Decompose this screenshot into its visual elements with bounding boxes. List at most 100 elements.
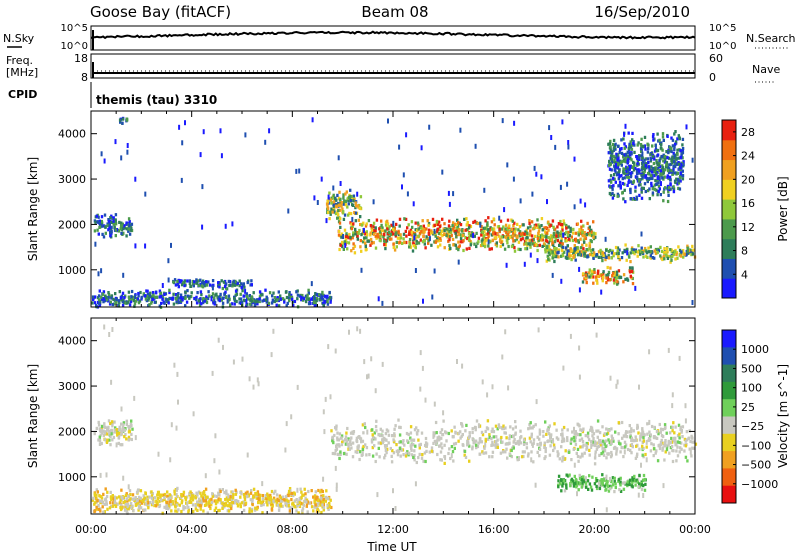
echo-cell bbox=[120, 422, 123, 426]
echo-cell bbox=[450, 445, 454, 449]
echo-cell bbox=[493, 223, 496, 227]
echo-cell bbox=[641, 444, 644, 448]
echo-cell bbox=[525, 228, 528, 232]
echo-cell bbox=[290, 506, 294, 510]
echo-cell bbox=[304, 496, 307, 500]
echo-cell bbox=[610, 434, 613, 438]
echo-cell bbox=[372, 225, 375, 229]
echo-cell bbox=[118, 118, 122, 122]
echo-cell bbox=[594, 450, 597, 454]
echo-cell bbox=[673, 171, 677, 175]
echo-cell bbox=[178, 296, 181, 300]
echo-cell bbox=[287, 501, 290, 505]
echo-cell bbox=[640, 462, 642, 468]
echo-cell bbox=[647, 246, 650, 250]
echo-cell bbox=[481, 450, 484, 454]
echo-cell bbox=[561, 437, 564, 441]
echo-cell bbox=[412, 244, 415, 248]
echo-cell bbox=[480, 440, 483, 444]
echo-cell bbox=[664, 158, 667, 162]
echo-cell bbox=[103, 510, 106, 514]
echo-cell bbox=[649, 159, 652, 163]
echo-cell bbox=[301, 293, 304, 298]
echo-cell bbox=[151, 296, 154, 300]
echo-cell bbox=[190, 291, 193, 295]
echo-cell bbox=[200, 494, 203, 498]
echo-cell bbox=[643, 144, 647, 148]
echo-cell bbox=[624, 123, 627, 129]
echo-cell bbox=[506, 227, 509, 231]
echo-cell bbox=[200, 499, 203, 503]
echo-cell bbox=[560, 234, 563, 238]
echo-cell bbox=[352, 231, 355, 235]
echo-cell bbox=[448, 447, 451, 451]
echo-cell bbox=[98, 289, 101, 293]
echo-cell bbox=[601, 259, 604, 263]
echo-cell bbox=[587, 487, 590, 491]
echo-cell bbox=[127, 295, 131, 299]
echo-cell bbox=[309, 501, 313, 505]
echo-cell bbox=[650, 181, 653, 185]
echo-cell bbox=[548, 453, 552, 457]
echo-cell bbox=[203, 299, 206, 303]
echo-cell bbox=[217, 491, 220, 495]
echo-cell bbox=[634, 175, 638, 179]
echo-cell bbox=[210, 503, 213, 507]
echo-cell bbox=[677, 186, 680, 190]
echo-cell bbox=[130, 295, 133, 299]
echo-cell bbox=[578, 481, 582, 485]
echo-cell bbox=[673, 431, 676, 435]
echo-cell bbox=[556, 225, 559, 229]
echo-cell bbox=[450, 233, 453, 238]
echo-cell bbox=[490, 233, 494, 237]
echo-cell bbox=[448, 238, 451, 242]
echo-cell bbox=[139, 506, 143, 510]
echo-cell bbox=[163, 497, 166, 502]
echo-cell bbox=[568, 473, 571, 477]
echo-cell bbox=[319, 496, 323, 500]
echo-cell bbox=[629, 251, 632, 255]
echo-cell bbox=[548, 424, 551, 428]
echo-cell bbox=[315, 495, 318, 499]
echo-cell bbox=[95, 426, 98, 430]
echo-cell bbox=[378, 433, 382, 438]
echo-cell bbox=[354, 204, 358, 208]
echo-cell bbox=[611, 274, 614, 278]
echo-cell bbox=[637, 157, 641, 161]
echo-cell bbox=[115, 496, 118, 500]
echo-cell bbox=[428, 231, 432, 235]
echo-cell bbox=[512, 176, 515, 182]
echo-cell bbox=[546, 254, 549, 258]
echo-cell bbox=[118, 425, 121, 429]
echo-cell bbox=[667, 347, 670, 353]
echo-cell bbox=[597, 255, 601, 259]
echo-cell bbox=[541, 235, 544, 239]
echo-cell bbox=[676, 152, 679, 156]
echo-cell bbox=[208, 504, 211, 508]
echo-cell bbox=[417, 234, 421, 238]
echo-cell bbox=[187, 505, 190, 510]
echo-cell bbox=[148, 294, 151, 298]
echo-cell bbox=[607, 254, 610, 258]
echo-cell bbox=[530, 432, 533, 436]
echo-cell bbox=[585, 441, 588, 446]
echo-cell bbox=[133, 395, 136, 401]
echo-cell bbox=[330, 196, 333, 200]
echo-cell bbox=[582, 238, 586, 242]
echo-cell bbox=[405, 234, 408, 238]
echo-cell bbox=[449, 456, 452, 461]
echo-cell bbox=[513, 246, 516, 250]
echo-cell bbox=[129, 228, 133, 232]
echo-cell bbox=[174, 509, 177, 513]
echo-cell bbox=[646, 171, 650, 176]
echo-cell bbox=[166, 494, 169, 498]
echo-cell bbox=[624, 445, 627, 449]
echo-cell bbox=[640, 137, 643, 141]
echo-cell bbox=[370, 226, 373, 230]
echo-cell bbox=[622, 487, 626, 491]
echo-cell bbox=[501, 118, 504, 124]
echo-cell bbox=[417, 223, 420, 227]
echo-cell bbox=[400, 448, 403, 452]
echo-cell bbox=[658, 158, 661, 163]
echo-cell bbox=[156, 493, 159, 497]
